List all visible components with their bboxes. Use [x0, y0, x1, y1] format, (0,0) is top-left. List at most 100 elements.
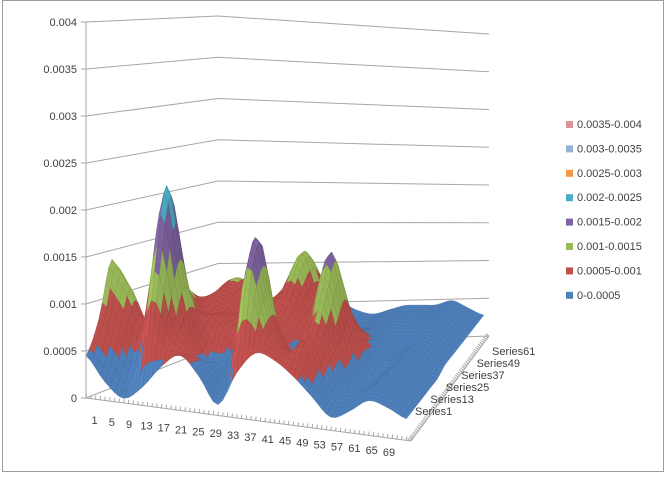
series-axis-tick — [467, 357, 472, 361]
category-axis-tick — [302, 422, 304, 427]
category-axis-tick — [377, 432, 379, 437]
series-axis-tick-label: Series1 — [415, 406, 452, 418]
legend-item[interactable]: 0.0005-0.001 — [566, 265, 642, 277]
value-axis-tick-label: 0.0005 — [43, 346, 77, 358]
category-axis-tick — [160, 404, 163, 409]
value-axis-tick-label: 0.0025 — [43, 158, 77, 170]
series-axis-tick — [472, 350, 477, 354]
series-axis-tick — [438, 396, 442, 401]
series-axis-tick — [408, 436, 413, 440]
series-axis-tick — [448, 383, 453, 387]
value-axis-tick-label: 0.004 — [49, 17, 77, 29]
series-axis-tick — [461, 366, 466, 370]
series-axis-tick — [476, 345, 481, 349]
category-axis-tick — [90, 394, 92, 399]
category-axis-tick-label: 41 — [262, 434, 274, 446]
series-axis-tick — [451, 379, 455, 383]
value-axis-tick-label: 0.0015 — [43, 252, 77, 264]
category-axis-tick — [175, 406, 177, 410]
category-axis-tick — [151, 402, 153, 407]
series-axis-tick — [412, 431, 417, 435]
value-axis-labels: 0 0.0005 0.001 0.0015 0.002 0.0025 0.003 0.0035… — [43, 17, 77, 405]
legend-label: 0.0025-0.003 — [577, 168, 642, 180]
category-axis-tick-label: 61 — [348, 443, 360, 455]
category-axis-tick — [297, 422, 299, 427]
series-axis-tick — [429, 409, 433, 413]
series-axis-tick — [437, 398, 441, 402]
category-axis-tick — [292, 421, 295, 426]
series-axis-tick — [410, 434, 414, 439]
series-axis-tick — [414, 429, 418, 433]
category-axis-tick — [349, 429, 351, 433]
category-axis-tick-label: 5 — [109, 417, 115, 429]
series-axis-tick — [456, 372, 460, 377]
series-axis-tick — [430, 407, 435, 411]
legend-item[interactable]: 0.003-0.0035 — [566, 143, 642, 155]
category-axis-tick-label: 53 — [314, 440, 326, 452]
series-axis-tick — [469, 355, 473, 359]
legend-item[interactable]: 0.002-0.0025 — [566, 192, 642, 204]
series-axis-tick — [423, 417, 427, 421]
category-axis-tick-label: 21 — [175, 424, 187, 436]
legend-item[interactable]: 0.0015-0.002 — [566, 217, 642, 229]
series-axis-tick — [435, 400, 440, 404]
category-axis-tick — [259, 417, 262, 422]
value-axis-tick-label: 0.003 — [49, 111, 77, 123]
gridline-0.004 — [85, 15, 490, 35]
category-axis-tick — [165, 404, 168, 409]
series-axis-tick — [453, 376, 458, 380]
legend-item[interactable]: 0.0035-0.004 — [566, 119, 642, 131]
category-axis-tick-label: 1 — [91, 415, 97, 427]
series-axis-tick — [440, 393, 445, 397]
legend-item[interactable]: 0.0025-0.003 — [566, 168, 642, 180]
legend-swatch — [566, 267, 573, 275]
category-axis-tick — [255, 416, 257, 421]
gridline-0.003 — [85, 97, 490, 117]
series-axis-tick — [479, 341, 483, 345]
series-axis-tick — [480, 340, 485, 344]
gridline-0.0015 — [85, 221, 490, 258]
category-axis-tick — [212, 411, 215, 415]
category-axis-tick-label: 13 — [140, 421, 152, 433]
legend-label: 0.001-0.0015 — [577, 241, 642, 253]
category-axis-tick — [113, 397, 116, 402]
surface-mesh[interactable] — [85, 185, 485, 420]
series-axis-tick — [485, 333, 490, 337]
series-axis-tick — [454, 374, 459, 378]
series-axis-tick — [447, 384, 451, 389]
legend-swatch — [566, 194, 573, 202]
value-axis-tick-label: 0.0035 — [43, 64, 77, 76]
series-axis-tick — [420, 421, 425, 425]
series-axis-tick — [452, 378, 457, 382]
legend[interactable]: 0.0035-0.004 0.003-0.0035 0.0025-0.003 0.00… — [566, 119, 642, 302]
series-axis-tick — [470, 353, 474, 358]
series-axis-tick — [419, 422, 423, 426]
legend-item[interactable]: 0-0.0005 — [566, 290, 620, 302]
series-axis-tick — [415, 427, 419, 432]
category-axis-tick — [278, 419, 281, 424]
legend-label: 0.0015-0.002 — [577, 217, 642, 229]
category-axis-tick — [231, 413, 233, 418]
series-axis-tick — [478, 343, 482, 347]
series-axis-tick — [424, 415, 428, 420]
category-axis-tick — [269, 418, 271, 423]
category-axis-tick — [99, 396, 102, 400]
category-axis-tick — [386, 434, 389, 438]
category-axis-tick-label: 33 — [227, 430, 239, 442]
gridline-0.002 — [85, 180, 490, 211]
series-axis-tick — [471, 352, 476, 356]
category-axis-tick-label: 45 — [279, 436, 291, 448]
category-axis-tick — [344, 428, 347, 433]
category-axis-tick-label: 65 — [366, 445, 378, 457]
series-axis-tick — [439, 395, 444, 399]
category-axis-tick — [311, 424, 314, 428]
series-axis-tick — [425, 414, 430, 418]
series-axis-tick — [434, 402, 439, 406]
legend-item[interactable]: 0.001-0.0015 — [566, 241, 642, 253]
series-axis-tick — [463, 362, 468, 366]
legend-swatch — [566, 145, 573, 153]
series-axis-tick — [465, 360, 469, 364]
legend-swatch — [566, 291, 573, 299]
category-axis-tick — [396, 435, 398, 440]
